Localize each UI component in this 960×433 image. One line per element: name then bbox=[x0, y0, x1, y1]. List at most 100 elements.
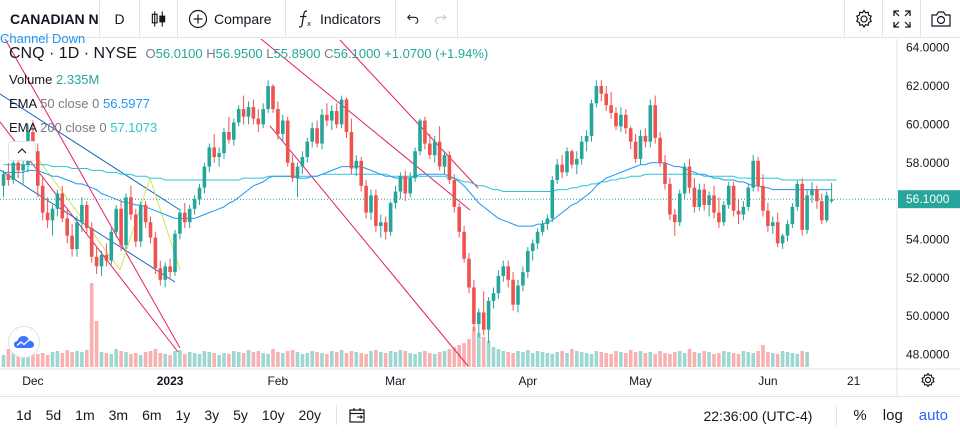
settings-button[interactable] bbox=[844, 0, 882, 38]
range-3y[interactable]: 3y bbox=[204, 407, 220, 423]
candle-body bbox=[256, 118, 261, 125]
candle-body bbox=[207, 147, 212, 167]
volume-bar bbox=[408, 353, 412, 367]
candle-body bbox=[241, 109, 246, 117]
ema50-legend[interactable]: EMA 50 close 0 56.5977 bbox=[9, 96, 150, 111]
volume-bar bbox=[310, 351, 314, 367]
redo-icon[interactable] bbox=[434, 11, 448, 27]
candle-body bbox=[99, 254, 104, 267]
range-5y[interactable]: 5y bbox=[233, 407, 248, 423]
goto-date-button[interactable] bbox=[345, 407, 371, 423]
volume-bar bbox=[428, 353, 432, 367]
candle-body bbox=[648, 105, 653, 142]
candle-body bbox=[795, 183, 800, 207]
candle-body bbox=[682, 166, 687, 194]
candle-body bbox=[599, 86, 604, 94]
bottom-divider-2 bbox=[836, 405, 838, 426]
undo-redo-group bbox=[396, 0, 458, 38]
volume-bar bbox=[501, 351, 506, 367]
legend-interval: 1D bbox=[58, 45, 80, 62]
gear-icon bbox=[855, 9, 872, 29]
volume-bar bbox=[766, 352, 770, 367]
candles-icon bbox=[151, 10, 166, 27]
volume-bar bbox=[712, 354, 716, 367]
volume-bar bbox=[26, 350, 30, 367]
volume-bar bbox=[437, 352, 442, 367]
undo-icon[interactable] bbox=[406, 11, 420, 27]
volume-bar bbox=[36, 354, 40, 367]
volume-bar bbox=[94, 321, 99, 367]
volume-bar bbox=[45, 355, 50, 367]
last-price-badge bbox=[898, 190, 960, 209]
candle-body bbox=[658, 137, 662, 163]
range-1m[interactable]: 1m bbox=[75, 407, 95, 423]
snapshot-button[interactable] bbox=[920, 0, 960, 38]
chart-type-button[interactable] bbox=[140, 0, 178, 38]
range-1y[interactable]: 1y bbox=[175, 407, 191, 423]
candle-body bbox=[496, 275, 501, 294]
candle-body bbox=[388, 203, 393, 232]
range-6m[interactable]: 6m bbox=[142, 407, 162, 423]
volume-bar bbox=[50, 352, 55, 367]
price-chart[interactable]: 64.000062.000060.000058.000056.000054.00… bbox=[0, 39, 960, 396]
candle-body bbox=[717, 212, 721, 223]
volume-bar bbox=[65, 350, 69, 367]
volume-bar bbox=[124, 352, 128, 367]
candle-body bbox=[530, 243, 535, 251]
volume-bar bbox=[70, 352, 74, 367]
volume-label: Volume bbox=[9, 72, 53, 87]
time-axis-settings-icon[interactable] bbox=[921, 372, 935, 388]
range-1d[interactable]: 1d bbox=[16, 407, 32, 423]
range-10y[interactable]: 10y bbox=[261, 407, 285, 423]
top-toolbar: CANADIAN N D Compare x Indicators bbox=[0, 0, 960, 38]
volume-bar bbox=[379, 352, 383, 367]
volume-bar bbox=[624, 353, 628, 367]
auto-scale-toggle[interactable]: auto bbox=[918, 407, 948, 424]
candle-body bbox=[663, 162, 667, 184]
volume-bar bbox=[751, 353, 755, 367]
candle-body bbox=[673, 214, 677, 223]
candle-body bbox=[197, 187, 202, 200]
candle-body bbox=[295, 166, 300, 179]
volume-bar bbox=[535, 351, 540, 367]
tradingview-logo[interactable] bbox=[8, 326, 40, 358]
volume-bar bbox=[722, 351, 726, 367]
candle-body bbox=[281, 120, 285, 134]
log-scale-toggle[interactable]: log bbox=[882, 407, 903, 424]
symbol-search[interactable]: CANADIAN N bbox=[0, 0, 100, 38]
y-tick-label: 48.0000 bbox=[906, 348, 950, 362]
x-tick-label: Jun bbox=[758, 374, 777, 388]
indicators-button[interactable]: x Indicators bbox=[286, 0, 396, 38]
volume-bar bbox=[271, 349, 275, 367]
candle-body bbox=[119, 208, 123, 246]
legend-sep-1: · bbox=[49, 45, 59, 62]
candle-body bbox=[36, 151, 40, 186]
candle-body bbox=[70, 235, 74, 250]
compare-button[interactable]: Compare bbox=[178, 0, 286, 38]
interval-button[interactable]: D bbox=[100, 0, 140, 38]
percent-scale-toggle[interactable]: % bbox=[853, 407, 867, 424]
volume-bar bbox=[251, 352, 256, 367]
volume-bar bbox=[354, 352, 359, 367]
candle-body bbox=[413, 151, 417, 179]
range-20y[interactable]: 20y bbox=[298, 407, 322, 423]
volume-bar bbox=[496, 349, 501, 367]
volume-bar bbox=[447, 349, 452, 367]
clock-timezone[interactable]: 22:36:00 (UTC-4) bbox=[703, 407, 813, 424]
collapse-legend-button[interactable] bbox=[8, 141, 36, 161]
x-tick-label: 2023 bbox=[157, 374, 184, 388]
candle-body bbox=[712, 195, 716, 213]
range-3m[interactable]: 3m bbox=[108, 407, 129, 423]
candle-body bbox=[638, 135, 643, 159]
fullscreen-button[interactable] bbox=[882, 0, 920, 38]
candle-body bbox=[178, 212, 182, 234]
candle-body bbox=[403, 176, 408, 194]
volume-bar bbox=[673, 352, 677, 367]
range-5d[interactable]: 5d bbox=[45, 407, 62, 423]
candle-body bbox=[1, 174, 6, 186]
candle-body bbox=[310, 128, 314, 142]
symbol-legend: CNQ · 1D · NYSE O56.0100 H56.9500 L55.89… bbox=[9, 45, 488, 63]
camera-icon bbox=[930, 11, 951, 27]
ema200-legend[interactable]: EMA 200 close 0 57.1073 bbox=[9, 120, 157, 135]
volume-legend[interactable]: Volume 2.335M bbox=[9, 72, 99, 87]
